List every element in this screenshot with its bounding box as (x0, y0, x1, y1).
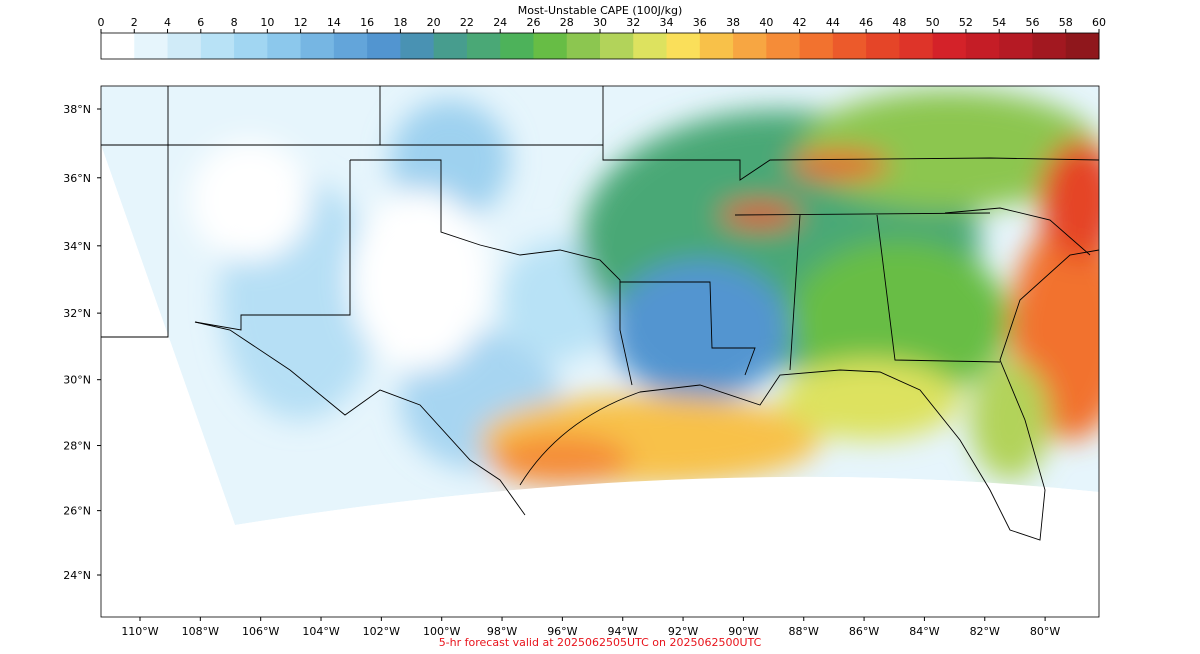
lon-label: 106°W (242, 625, 279, 638)
colorbar-tick-label: 58 (1059, 16, 1073, 29)
colorbar-tick-label: 42 (793, 16, 807, 29)
colorbar-tick-label: 22 (460, 16, 474, 29)
colorbar-segment (932, 33, 967, 59)
colorbar-tick-label: 20 (427, 16, 441, 29)
colorbar-tick-label: 34 (660, 16, 674, 29)
colorbar-tick-label: 50 (926, 16, 940, 29)
colorbar-segment (400, 33, 435, 59)
colorbar-frame (100, 32, 1100, 60)
colorbar-tick-label: 52 (959, 16, 973, 29)
lon-label: 100°W (423, 625, 460, 638)
lat-label: 38°N (63, 103, 91, 116)
colorbar-tick-label: 18 (393, 16, 407, 29)
lon-label: 102°W (363, 625, 400, 638)
colorbar-tick-label: 38 (726, 16, 740, 29)
colorbar-segment (766, 33, 801, 59)
colorbar-tick-label: 28 (560, 16, 574, 29)
boundaries (101, 86, 1099, 541)
lon-label: 86°W (849, 625, 879, 638)
colorbar-segment (466, 33, 501, 59)
colorbar-tick-label: 14 (327, 16, 341, 29)
colorbar-segment (600, 33, 634, 59)
forecast-footer: 5-hr forecast valid at 2025062505UTC on … (439, 636, 762, 649)
colorbar-tick-label: 2 (131, 16, 138, 29)
colorbar-tick-label: 4 (164, 16, 171, 29)
colorbar-tick-label: 44 (826, 16, 840, 29)
colorbar-segment (533, 33, 568, 59)
colorbar-tick-label: 60 (1092, 16, 1106, 29)
lon-label: 110°W (121, 625, 158, 638)
lon-label: 84°W (909, 625, 939, 638)
colorbar-segment (167, 33, 202, 59)
colorbar-segment (832, 33, 867, 59)
colorbar-segment (367, 33, 401, 59)
colorbar-tick-label: 40 (759, 16, 773, 29)
colorbar-segment (300, 33, 335, 59)
colorbar-tick-label: 48 (892, 16, 906, 29)
colorbar: 0 2 4 6 8 10 12 14 16 18 20 22 24 26 28 30 32 34 36 38 40 42 4… (98, 16, 1106, 59)
colorbar-segment (566, 33, 601, 59)
colorbar-tick-label: 26 (526, 16, 540, 29)
lon-label: 92°W (668, 625, 698, 638)
colorbar-segment (500, 33, 534, 59)
lon-label: 98°W (487, 625, 517, 638)
lon-label: 94°W (608, 625, 638, 638)
colorbar-title: Most-Unstable CAPE (100J/kg) (518, 4, 683, 17)
lon-label: 80°W (1030, 625, 1060, 638)
colorbar-tick-label: 10 (260, 16, 274, 29)
colorbar-segment (999, 33, 1033, 59)
colorbar-segment (699, 33, 734, 59)
colorbar-segment (866, 33, 900, 59)
lon-label: 104°W (302, 625, 339, 638)
colorbar-segment (1065, 33, 1100, 59)
map-axes: 24°N 26°N 28°N 30°N 32°N 34°N 36°N 38°N 110°W 108… (63, 103, 1060, 638)
colorbar-segment (965, 33, 1000, 59)
colorbar-segment (134, 33, 169, 59)
lon-label: 88°W (789, 625, 819, 638)
colorbar-segment (267, 33, 302, 59)
colorbar-tick-label: 36 (693, 16, 707, 29)
colorbar-tick-label: 24 (493, 16, 507, 29)
lat-label: 34°N (63, 240, 91, 253)
lon-label: 82°W (970, 625, 1000, 638)
lat-label: 36°N (63, 172, 91, 185)
colorbar-segment (1032, 33, 1067, 59)
colorbar-tick-label: 0 (98, 16, 105, 29)
lat-label: 24°N (63, 569, 91, 582)
lat-label: 30°N (63, 374, 91, 387)
colorbar-tick-label: 8 (231, 16, 238, 29)
colorbar-segment (733, 33, 767, 59)
colorbar-segment (666, 33, 701, 59)
colorbar-segment (200, 33, 235, 59)
colorbar-tick-label: 56 (1025, 16, 1039, 29)
colorbar-tick-label: 32 (626, 16, 640, 29)
colorbar-tick-label: 46 (859, 16, 873, 29)
colorbar-tick-label: 30 (593, 16, 607, 29)
lon-label: 96°W (547, 625, 577, 638)
colorbar-tick-label: 12 (294, 16, 308, 29)
lat-label: 32°N (63, 307, 91, 320)
colorbar-segment (799, 33, 834, 59)
colorbar-segment (333, 33, 368, 59)
colorbar-tick-label: 6 (197, 16, 204, 29)
lon-label: 108°W (182, 625, 219, 638)
colorbar-segment (899, 33, 934, 59)
map-field (101, 86, 1099, 617)
colorbar-tick-label: 16 (360, 16, 374, 29)
colorbar-segment (633, 33, 668, 59)
lat-label: 28°N (63, 440, 91, 453)
map-frame (100, 85, 1100, 618)
colorbar-segment (101, 33, 135, 59)
lon-label: 90°W (728, 625, 758, 638)
lat-label: 26°N (63, 505, 91, 518)
colorbar-tick-label: 54 (992, 16, 1006, 29)
colorbar-segment (433, 33, 468, 59)
colorbar-segment (234, 33, 268, 59)
